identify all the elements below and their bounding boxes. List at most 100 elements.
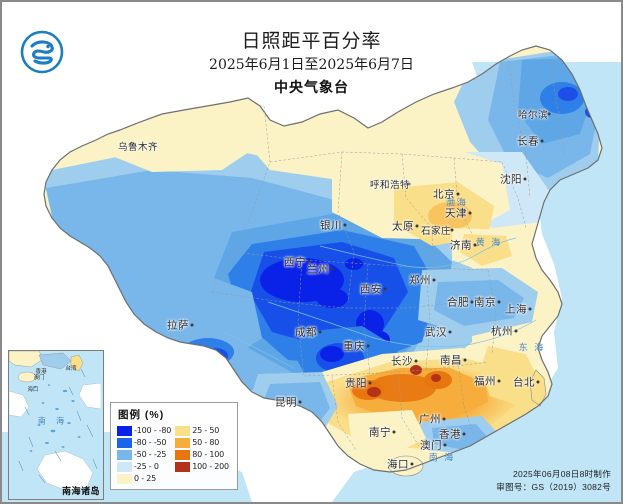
- city-marker-dot: [456, 192, 460, 196]
- city-label: 西安: [360, 283, 382, 296]
- legend-column-negative: -100 - -80 -80 - -50 -50 - -25 -25 - 0 0 - 2…: [117, 425, 171, 484]
- city-label: 长沙: [391, 355, 413, 368]
- legend-row: -100 - -80: [117, 425, 171, 436]
- legend-row: 0 - 25: [117, 473, 171, 484]
- city-marker-dot: [410, 462, 414, 466]
- sea-label: 渤海: [445, 197, 469, 208]
- cma-dragon-logo: [20, 30, 64, 74]
- legend-label: 0 - 25: [134, 474, 157, 483]
- legend-label: -50 - -25: [134, 450, 167, 459]
- inset-map-graphic: [9, 351, 101, 497]
- city-marker-dot: [152, 144, 156, 148]
- city-marker-dot: [497, 300, 501, 304]
- city-label: 澳门: [420, 439, 442, 452]
- legend-swatch: [175, 449, 191, 460]
- city-marker-dot: [523, 177, 527, 181]
- city-marker-dot: [470, 300, 474, 304]
- city-label: 长春: [517, 135, 539, 148]
- production-time: 2025年06月08日8时制作: [512, 469, 611, 479]
- city-label: 成都: [295, 326, 317, 339]
- legend-row: -50 - -25: [117, 449, 171, 460]
- city-label: 呼和浩特: [369, 180, 411, 191]
- city-marker-dot: [473, 243, 477, 247]
- city-label: 海口: [387, 458, 409, 471]
- city-marker-dot: [343, 223, 347, 227]
- legend-swatch: [117, 473, 132, 484]
- legend-swatch: [175, 461, 191, 472]
- legend-swatch: [117, 449, 132, 460]
- city-marker-dot: [383, 287, 387, 291]
- legend-row: -80 - -50: [117, 437, 171, 448]
- city-marker-dot: [368, 381, 372, 385]
- city-label: 石家庄: [420, 226, 452, 237]
- legend-row: 25 - 50: [175, 425, 229, 436]
- inset-city-label: 香港: [35, 369, 47, 375]
- inset-city-label: 台湾: [65, 366, 77, 372]
- city-label: 合肥: [447, 296, 469, 309]
- legend-label: 25 - 50: [192, 426, 220, 435]
- city-label: 郑州: [409, 274, 431, 287]
- legend-title: 图例 (%): [118, 409, 165, 421]
- legend-panel: 图例 (%) -100 - -80 -80 - -50 -50 - -25 -25 -…: [110, 402, 238, 490]
- legend-label: 80 - 100: [192, 450, 225, 459]
- city-marker-dot: [330, 267, 334, 271]
- city-label: 上海: [505, 303, 527, 316]
- city-marker-dot: [540, 139, 544, 143]
- city-marker-dot: [468, 211, 472, 215]
- south-china-sea-inset: 南 海 香港 台湾 澳门 海口 南海诸岛: [8, 350, 104, 500]
- city-label: 南昌: [440, 354, 462, 367]
- city-marker-dot: [442, 417, 446, 421]
- legend-swatch: [175, 437, 191, 448]
- legend-column-positive: 25 - 50 50 - 80 80 - 100 100 - 200: [175, 425, 229, 484]
- city-marker-dot: [307, 260, 311, 264]
- city-label: 香港: [439, 428, 461, 441]
- province-boundaries: [211, 59, 565, 451]
- city-marker-dot: [462, 432, 466, 436]
- legend-swatch: [117, 425, 132, 436]
- legend-row: -25 - 0: [117, 461, 171, 472]
- rivers: [223, 237, 537, 369]
- city-label: 北京: [433, 188, 455, 201]
- city-label: 乌鲁木齐: [117, 142, 159, 153]
- sea-label: 东 海: [518, 342, 546, 353]
- legend-row: 80 - 100: [175, 449, 229, 460]
- city-label: 银川: [320, 219, 342, 232]
- taiwan-island: [529, 369, 547, 407]
- city-label: 贵阳: [345, 377, 367, 390]
- city-label: 杭州: [491, 325, 513, 338]
- city-label: 武汉: [425, 326, 447, 339]
- city-label: 台北: [513, 376, 535, 389]
- legend-swatch: [175, 425, 191, 436]
- legend-label: 50 - 80: [192, 438, 220, 447]
- legend-swatch: [117, 437, 132, 448]
- legend-label: 100 - 200: [192, 462, 229, 471]
- legend-row: 50 - 80: [175, 437, 229, 448]
- city-label: 昆明: [275, 396, 297, 409]
- city-marker-dot: [366, 344, 370, 348]
- city-marker-dot: [407, 182, 411, 186]
- city-label: 济南: [450, 239, 472, 252]
- city-marker-dot: [514, 329, 518, 333]
- city-label: 天津: [445, 207, 467, 220]
- city-marker-dot: [298, 400, 302, 404]
- national-boundary: [43, 45, 603, 473]
- city-marker-dot: [443, 443, 447, 447]
- city-marker-dot: [463, 358, 467, 362]
- city-label: 福州: [474, 375, 496, 388]
- legend-row: 100 - 200: [175, 461, 229, 472]
- inset-city-label: 海口: [27, 387, 39, 393]
- city-marker-dot: [450, 228, 454, 232]
- city-label: 广州: [419, 413, 441, 426]
- city-marker-dot: [547, 112, 551, 116]
- map-approval-number: 审图号：GS（2019）3082号: [496, 482, 611, 492]
- city-label: 南宁: [369, 426, 391, 439]
- city-marker-dot: [528, 307, 532, 311]
- inset-sea-label: 南 海: [37, 416, 69, 426]
- sea-label: 南 海: [428, 452, 456, 463]
- city-label: 哈尔滨: [517, 110, 549, 121]
- city-label: 拉萨: [167, 319, 189, 332]
- legend-label: -25 - 0: [134, 462, 159, 471]
- city-marker-dot: [536, 380, 540, 384]
- legend-swatch: [117, 461, 132, 472]
